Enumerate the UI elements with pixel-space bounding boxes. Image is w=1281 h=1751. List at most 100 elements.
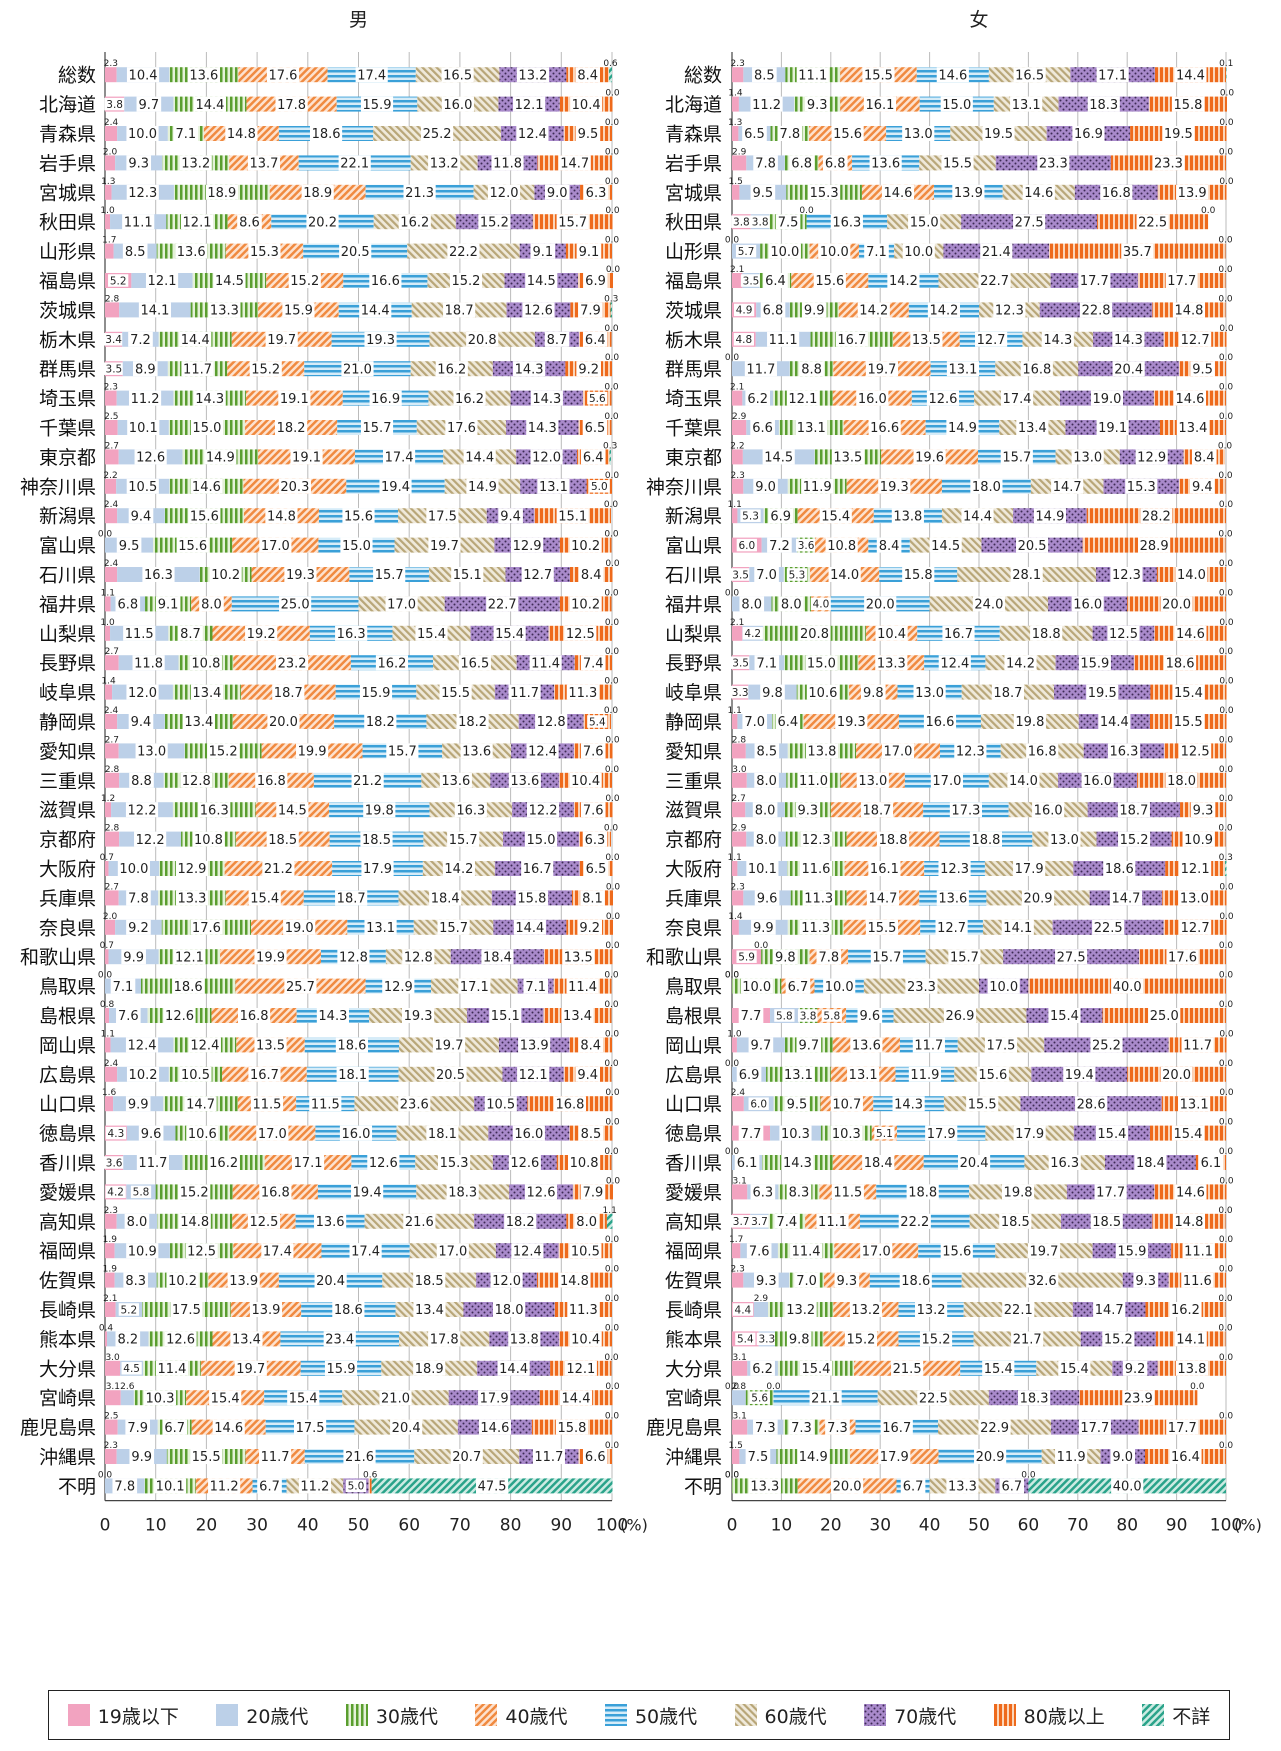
data-label: 2.7 <box>105 882 119 892</box>
data-label-bg <box>375 655 409 671</box>
data-label-bg <box>576 361 601 377</box>
data-label: 0.0 <box>1219 706 1234 716</box>
data-label: 20.8 <box>800 627 829 642</box>
data-label-bg <box>237 1008 271 1023</box>
x-tick-label: 0 <box>100 1516 111 1536</box>
data-label: 6.8 <box>825 157 846 172</box>
data-label: 8.5 <box>756 745 777 760</box>
data-label: 20.5 <box>1018 539 1047 554</box>
data-label: 15.7 <box>1002 451 1031 466</box>
data-label: 15.2 <box>1120 833 1149 848</box>
data-label: 2.9 <box>732 412 747 422</box>
data-label-bg <box>278 390 311 406</box>
data-label: 13.6 <box>852 1039 881 1054</box>
data-label-bg <box>126 155 152 171</box>
data-label: 0.0 <box>1219 383 1234 393</box>
data-label: 13.4 <box>415 1303 444 1318</box>
bar-segment <box>105 714 118 729</box>
data-label: 7.4 <box>776 1215 797 1230</box>
data-label: 12.5 <box>249 1215 278 1230</box>
data-label: 15.9 <box>284 304 313 319</box>
data-label: 22.2 <box>900 1215 929 1230</box>
data-label: 16.0 <box>1034 803 1063 818</box>
data-label: 22.7 <box>980 274 1009 289</box>
data-label-bg <box>530 243 556 259</box>
data-label: 0.0 <box>1219 1441 1234 1451</box>
legend-swatch <box>993 1704 1016 1726</box>
bar-segment <box>105 1066 118 1082</box>
data-label: 9.3 <box>1135 1274 1156 1289</box>
bar-segment <box>105 243 114 259</box>
data-label: 18.7 <box>274 686 303 701</box>
data-label: 11.1 <box>1184 1244 1213 1259</box>
data-label: 3.7 <box>751 1216 768 1228</box>
data-label: 13.7 <box>249 157 278 172</box>
bar-segment <box>732 126 739 141</box>
data-label: 2.7 <box>105 735 119 745</box>
data-label-bg <box>126 919 151 935</box>
data-label-bg <box>360 96 394 112</box>
data-label: 17.8 <box>277 98 306 113</box>
data-label: 13.6 <box>177 245 206 260</box>
data-label: 6.7 <box>903 1480 924 1495</box>
data-label: 3.7 <box>733 1216 750 1228</box>
data-label: 11.5 <box>311 1097 340 1112</box>
bar-segment <box>105 67 117 83</box>
data-label-bg <box>508 772 541 788</box>
data-label-bg <box>481 949 514 965</box>
data-label: 9.8 <box>863 686 884 701</box>
data-label-bg <box>478 214 511 230</box>
data-label-bg <box>267 714 300 729</box>
data-label: 20.2 <box>308 215 337 230</box>
data-label: 16.0 <box>858 392 887 407</box>
data-label-bg <box>466 331 499 347</box>
data-label: 15.0 <box>910 215 939 230</box>
data-label: 32.6 <box>1028 1274 1057 1289</box>
data-label: 11.9 <box>910 1068 939 1083</box>
bar-segment <box>105 919 116 935</box>
data-label-bg <box>117 861 150 876</box>
data-label-bg <box>126 67 160 83</box>
data-label: 12.3 <box>956 745 985 760</box>
data-label: 11.6 <box>802 862 831 877</box>
bar-segment <box>732 831 747 847</box>
data-label-bg <box>126 126 159 141</box>
bar-segment <box>732 1272 744 1288</box>
data-label: 15.5 <box>1174 715 1203 730</box>
data-label: 4.2 <box>107 1187 124 1199</box>
data-label-bg <box>575 126 601 141</box>
data-label: 11.9 <box>1057 1450 1086 1465</box>
data-label-bg <box>437 919 470 935</box>
data-label: 2.9 <box>732 824 747 834</box>
data-label: 9.7 <box>798 1039 819 1054</box>
category-label: 沖縄県 <box>665 1447 722 1469</box>
data-label: 12.6 <box>524 304 553 319</box>
data-label: 16.0 <box>443 98 472 113</box>
x-tick-label: 90 <box>1166 1516 1188 1536</box>
data-label: 14.5 <box>931 539 960 554</box>
data-label: 15.0 <box>342 539 371 554</box>
data-label: 14.8 <box>267 509 296 524</box>
bar-segment <box>368 1478 372 1494</box>
data-label: 9.7 <box>139 98 160 113</box>
data-label: 9.6 <box>859 1009 880 1024</box>
data-label: 13.8 <box>1177 1362 1206 1377</box>
data-label: 35.7 <box>1123 245 1152 260</box>
data-label-bg <box>385 596 418 612</box>
data-label: 5.3 <box>789 569 806 581</box>
data-label: 5.4 <box>589 716 606 728</box>
data-label: 1.0 <box>100 618 115 628</box>
data-label: 23.4 <box>325 1333 354 1348</box>
data-label: 17.5 <box>296 1421 325 1436</box>
x-tick-label: 70 <box>1067 1516 1089 1536</box>
data-label: 12.3 <box>1112 568 1141 583</box>
category-label: 福島県 <box>39 271 96 293</box>
category-label: 徳島県 <box>665 1123 722 1145</box>
data-label: 4.2 <box>744 628 761 640</box>
data-label: 4.9 <box>736 305 753 317</box>
data-label: 14.4 <box>465 451 494 466</box>
bar-segment <box>732 890 744 906</box>
data-label: 9.3 <box>1193 803 1214 818</box>
bar-segment <box>732 420 747 435</box>
data-label: 15.4 <box>1173 1127 1202 1142</box>
